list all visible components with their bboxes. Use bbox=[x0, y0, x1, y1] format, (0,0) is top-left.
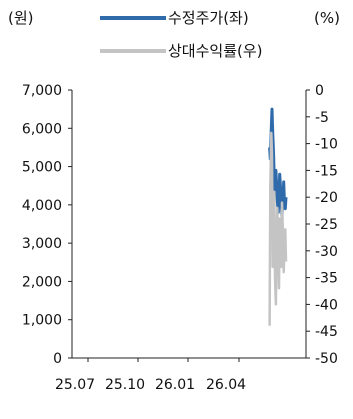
right-tick-label: -45 bbox=[315, 324, 338, 340]
right-tick-label: -50 bbox=[315, 351, 338, 367]
x-tick-label: 26.04 bbox=[206, 377, 246, 393]
series-lines bbox=[268, 107, 288, 326]
left-tick-label: 6,000 bbox=[22, 121, 62, 137]
left-tick-label: 1,000 bbox=[22, 313, 62, 329]
left-tick-label: 2,000 bbox=[22, 274, 62, 290]
right-tick-label: 0 bbox=[315, 83, 324, 99]
right-tick-label: -25 bbox=[315, 217, 338, 233]
right-tick-label: -10 bbox=[315, 137, 338, 153]
right-tick-label: -15 bbox=[315, 163, 338, 179]
left-tick-label: 0 bbox=[53, 351, 62, 367]
right-axis-ticks: -50-45-40-35-30-25-20-15-10-50 bbox=[306, 83, 338, 367]
x-tick-label: 25.07 bbox=[55, 377, 95, 393]
right-tick-label: -20 bbox=[315, 190, 338, 206]
series-line-0 bbox=[268, 107, 288, 218]
legend-label-price: 수정주가(좌) bbox=[168, 9, 249, 27]
x-tick-label: 25.10 bbox=[105, 377, 145, 393]
left-tick-label: 3,000 bbox=[22, 236, 62, 252]
legend-label-relative: 상대수익률(우) bbox=[168, 42, 263, 60]
legend: 수정주가(좌) 상대수익률(우) bbox=[100, 9, 263, 60]
left-axis-ticks: 0 1,000 2,000 3,000 4,000 5,000 6,000 7,000 bbox=[22, 83, 72, 367]
right-axis-unit: (%) bbox=[314, 9, 340, 27]
right-tick-label: -30 bbox=[315, 244, 338, 260]
left-tick-label: 4,000 bbox=[22, 198, 62, 214]
right-tick-label: -5 bbox=[315, 110, 329, 126]
right-tick-label: -35 bbox=[315, 271, 338, 287]
series-line-1 bbox=[268, 131, 288, 326]
left-tick-label: 5,000 bbox=[22, 160, 62, 176]
x-tick-label: 26.01 bbox=[155, 377, 195, 393]
left-tick-label: 7,000 bbox=[22, 83, 62, 99]
right-tick-label: -40 bbox=[315, 297, 338, 313]
x-axis-ticks: 25.07 25.10 26.01 26.04 bbox=[55, 358, 246, 393]
left-axis-unit: (원) bbox=[8, 9, 34, 27]
